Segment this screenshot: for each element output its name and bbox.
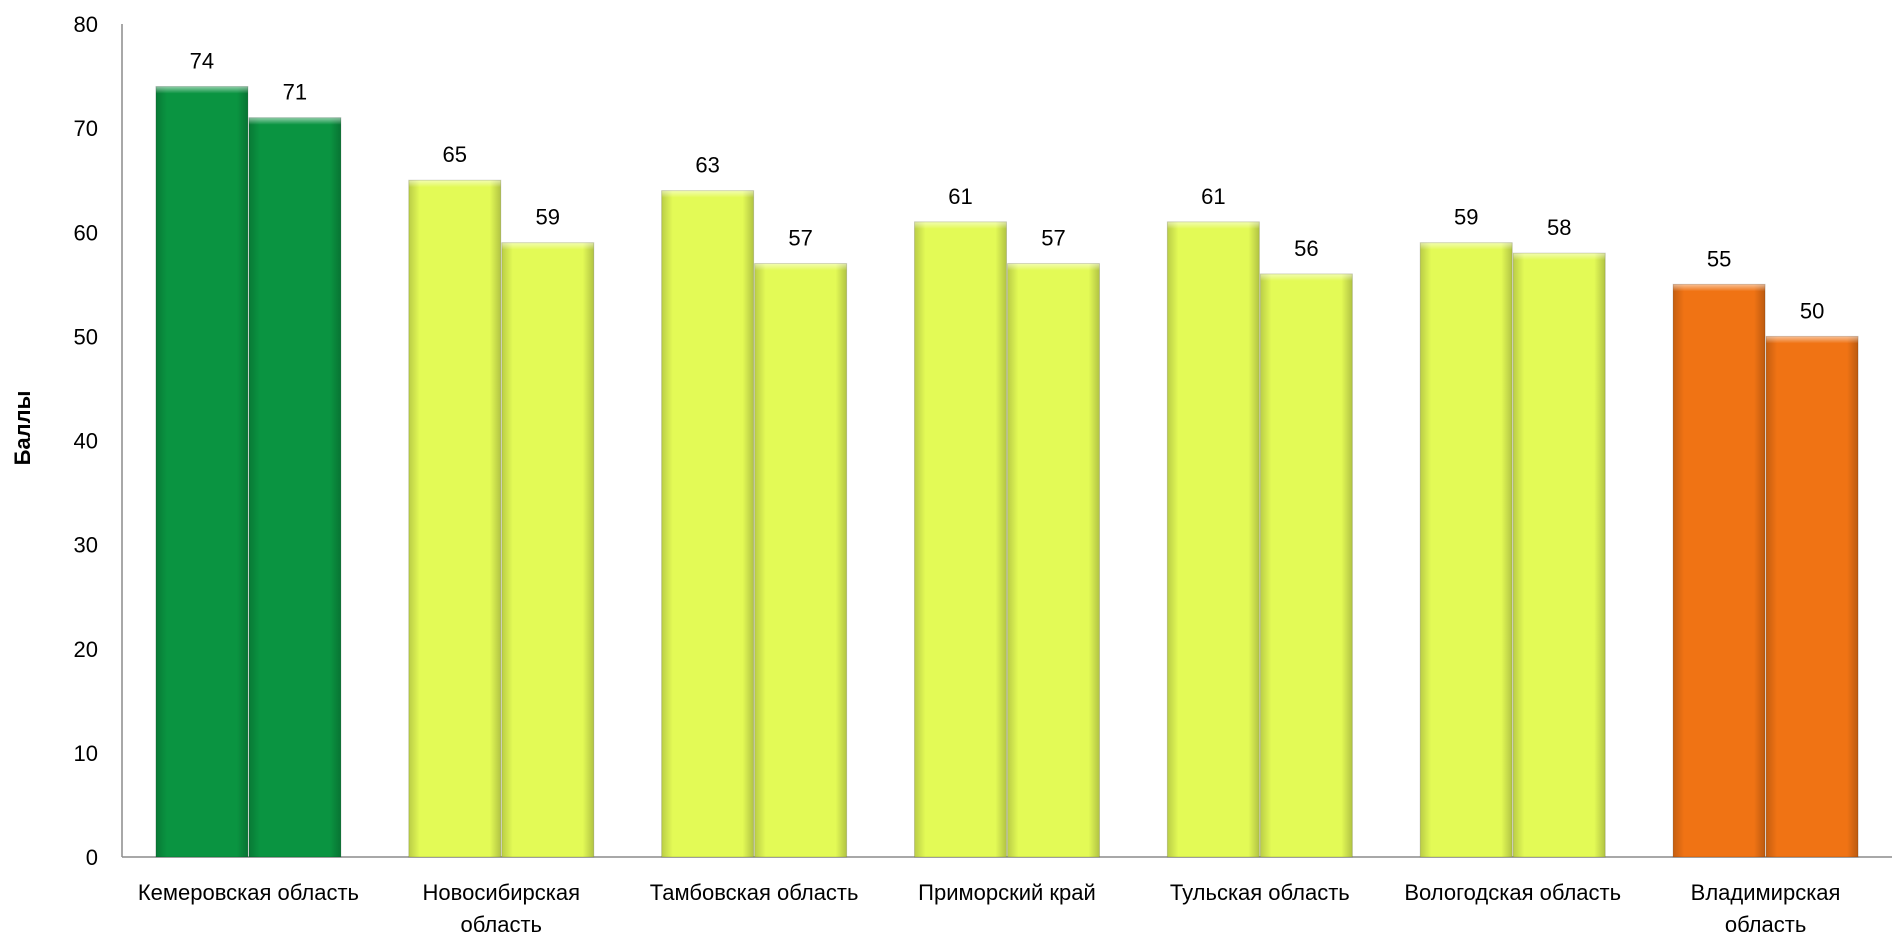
bar-highlight (1766, 336, 1859, 344)
bar-outline (1419, 242, 1513, 858)
bar-value-label: 55 (1707, 246, 1731, 271)
bar (248, 117, 342, 858)
bar (1512, 252, 1606, 858)
y-tick-label: 50 (74, 324, 98, 349)
y-tick-label: 0 (86, 845, 98, 870)
category-labels-group: Кемеровская область Новосибирская область Т… (138, 880, 1841, 936)
bar-value-label: 57 (788, 225, 812, 250)
y-tick-label: 10 (74, 741, 98, 766)
bar-value-label: 63 (695, 153, 719, 178)
bar-shading (1673, 284, 1766, 857)
bar-value-label: 50 (1800, 298, 1824, 323)
x-category-label: область (1725, 912, 1806, 936)
bar-highlight (408, 180, 501, 188)
bar-outline (914, 221, 1007, 858)
bar-value-label: 59 (536, 205, 560, 230)
bar-outline (1765, 335, 1859, 858)
bar-highlight (661, 190, 754, 198)
x-category-label: Приморский край (918, 880, 1096, 905)
bar (1007, 262, 1100, 858)
x-category-label: Владимирская (1691, 880, 1841, 905)
bar-shading (1766, 336, 1859, 857)
bar (408, 179, 502, 858)
bar (1419, 242, 1513, 858)
bar-shading (1513, 253, 1606, 857)
x-category-label: Кемеровская область (138, 880, 359, 905)
bar-shading (914, 221, 1007, 857)
bar-highlight (1420, 242, 1513, 250)
bar-outline (1007, 262, 1100, 858)
bar-highlight (1513, 253, 1606, 261)
bar-outline (661, 190, 755, 858)
y-tick-label: 30 (74, 533, 98, 558)
bar-outline (1166, 221, 1260, 858)
bar-outline (754, 262, 848, 858)
y-axis: 0 10 20 30 40 50 60 70 80 (74, 12, 123, 870)
y-axis-title: Баллы (10, 391, 35, 466)
bar-value-label: 61 (948, 184, 972, 209)
y-tick-label: 40 (74, 429, 98, 454)
bar-highlight (501, 242, 594, 250)
bar (754, 262, 848, 858)
bar (661, 190, 755, 858)
bar-outline (1672, 283, 1766, 858)
bar-value-label: 71 (283, 80, 307, 105)
bar-outline (155, 85, 249, 858)
bar-highlight (1167, 221, 1260, 229)
bar-shading (408, 180, 501, 857)
bar-outline (1512, 252, 1606, 858)
x-category-label: Тамбовская область (650, 880, 859, 905)
bar-value-label: 65 (443, 142, 467, 167)
y-tick-label: 70 (74, 116, 98, 141)
bar (1672, 283, 1766, 858)
bar-shading (155, 86, 248, 858)
bar-shading (248, 117, 341, 857)
bar (501, 242, 595, 858)
bar-highlight (914, 221, 1007, 229)
bar (1166, 221, 1260, 858)
bar-shading (754, 263, 847, 857)
bar-shading (501, 242, 594, 858)
x-category-label: Новосибирская (423, 880, 580, 905)
bar-highlight (754, 263, 847, 271)
bar-outline (501, 242, 595, 858)
bar-shading (1260, 273, 1353, 857)
bar-outline (408, 179, 502, 858)
bar-highlight (248, 117, 341, 125)
bar-shading (661, 190, 754, 858)
bar-outline (1259, 273, 1353, 858)
bar-value-label: 61 (1201, 184, 1225, 209)
bar-shading (1167, 221, 1260, 857)
x-category-label: область (461, 912, 542, 936)
y-tick-label: 80 (74, 12, 98, 37)
bar-outline (248, 117, 342, 858)
bar-value-label: 57 (1041, 225, 1065, 250)
bar-highlight (155, 86, 248, 94)
bar-shading (1420, 242, 1513, 858)
bar-value-label: 59 (1454, 205, 1478, 230)
bars-group (155, 85, 1859, 858)
bar (1765, 335, 1859, 858)
bar-highlight (1260, 273, 1353, 281)
bar (914, 221, 1007, 858)
bar-value-label: 58 (1547, 215, 1571, 240)
bar-highlight (1673, 284, 1766, 292)
bar (155, 85, 249, 858)
x-category-label: Тульская область (1170, 880, 1350, 905)
y-tick-label: 60 (74, 220, 98, 245)
value-labels-group: 74 71 65 59 63 57 61 57 61 56 59 58 55 50 (190, 48, 1825, 323)
y-tick-label: 20 (74, 637, 98, 662)
bar-value-label: 56 (1294, 236, 1318, 261)
bar-highlight (1007, 263, 1100, 271)
bar-value-label: 74 (190, 48, 214, 73)
bar (1259, 273, 1353, 858)
bar-shading (1007, 263, 1100, 857)
x-category-label: Вологодская область (1404, 880, 1621, 905)
